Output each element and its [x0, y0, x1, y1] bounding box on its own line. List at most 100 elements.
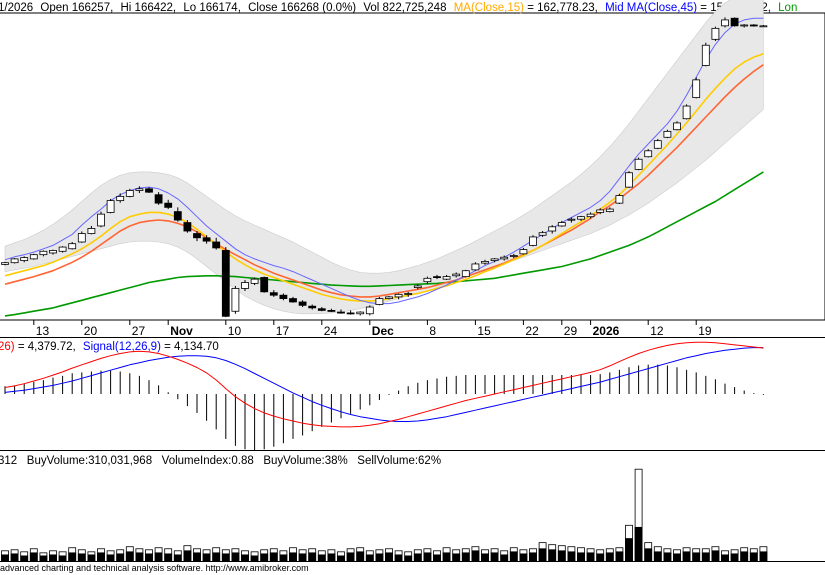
candle-body: [116, 195, 125, 202]
candle-body: [49, 250, 57, 254]
candle-body: [68, 243, 77, 250]
volume-sell-bar: [740, 551, 749, 562]
volume-bar: [346, 548, 355, 562]
volume-sell-bar: [433, 554, 441, 562]
ma-orange-line: [4, 64, 764, 298]
volume-bar: [721, 550, 729, 562]
volume-sell-bar: [279, 554, 288, 562]
x-tick-label: 15: [477, 324, 491, 338]
candle: [413, 284, 422, 290]
x-tick-label: 27: [132, 324, 146, 338]
candle-body: [567, 218, 576, 221]
volume-sell-bar: [221, 553, 230, 562]
candle-body: [58, 246, 67, 252]
candle: [97, 211, 105, 228]
volume-sell-bar: [183, 550, 192, 562]
volume-bar: [557, 545, 566, 562]
candle-body: [490, 258, 499, 261]
volume-bar: [49, 550, 57, 562]
candle-body: [260, 277, 269, 293]
volume-bar: [308, 548, 317, 562]
volume-sell-bar: [481, 553, 489, 562]
x-tick-label: 17: [276, 324, 290, 338]
volume-bar: [442, 547, 451, 562]
candle: [221, 247, 230, 318]
candle-body: [202, 237, 211, 242]
volume-sell-bar: [730, 553, 739, 562]
candle-body: [87, 228, 96, 234]
candle: [212, 237, 221, 250]
candle: [116, 193, 125, 203]
candle-body: [577, 216, 585, 220]
volume-sell-bar: [87, 554, 96, 562]
volume-bar: [653, 546, 662, 562]
candle-body: [356, 311, 365, 315]
volume-sell-bar: [452, 553, 461, 562]
candle: [490, 258, 499, 263]
candle-body: [39, 250, 48, 256]
header-lo: Lo 166174,: [183, 2, 241, 14]
candle: [173, 207, 182, 222]
volume-bar: [39, 552, 48, 562]
candle: [749, 24, 758, 27]
candle: [663, 129, 672, 139]
volume-bar: [577, 547, 585, 562]
candle: [721, 17, 729, 28]
candle: [509, 253, 518, 259]
candle: [1, 261, 9, 266]
volume-bar: [682, 547, 691, 562]
volume-bar: [461, 548, 470, 562]
volume-bar: [452, 549, 461, 562]
candle: [317, 307, 326, 312]
volume-sell-bar: [634, 526, 643, 562]
candle-body: [442, 276, 451, 280]
volume-bar: [193, 548, 201, 562]
header-open: Open 166257,: [40, 2, 113, 14]
volume-bar: [221, 549, 230, 562]
volume-bar: [548, 544, 557, 562]
volume-bar: [269, 548, 278, 562]
volume-bar: [644, 542, 653, 562]
candle: [250, 277, 259, 286]
volume-bar: [567, 546, 576, 562]
x-tick-label: 24: [324, 324, 338, 338]
candle: [461, 269, 470, 278]
candle: [231, 285, 240, 314]
header-vol: Vol 822,725,248: [363, 2, 446, 14]
candle: [740, 24, 749, 28]
candle: [356, 311, 365, 316]
volume-sell-bar: [231, 552, 240, 562]
candle-body: [605, 208, 614, 212]
volume-sell-bar: [557, 550, 566, 562]
volume-bar: [471, 546, 480, 562]
candle-body: [20, 257, 29, 261]
volume-sell-bar: [625, 538, 633, 562]
candle-body: [241, 282, 249, 289]
volume-bar: [116, 549, 125, 562]
volume-bar: [154, 547, 163, 562]
candle-body: [509, 255, 518, 257]
candle-body: [730, 17, 739, 27]
volume-bar: [250, 551, 259, 562]
volume-bar: [77, 549, 86, 562]
volume-bar: [586, 548, 595, 562]
macd-header-signal-value: = 4,134.70: [161, 341, 219, 353]
candle: [20, 256, 29, 263]
volume-bar: [29, 548, 38, 562]
volume-sell-bar: [68, 552, 77, 562]
volume-sell-bar: [413, 553, 422, 562]
volume-sell-bar: [663, 552, 672, 562]
volume-sell-bar: [308, 552, 317, 562]
candle-body: [394, 293, 403, 298]
volume-sell-bar: [577, 552, 585, 562]
volume-sell-bar: [759, 551, 768, 562]
candle-body: [337, 311, 345, 314]
volume-bar: [20, 551, 29, 562]
volume-sell-bar: [365, 554, 374, 562]
candle-body: [740, 24, 749, 27]
candle-body: [231, 288, 240, 312]
volume-bar: [289, 547, 297, 562]
macd-header-prefix: 26): [0, 341, 15, 353]
candle: [337, 309, 345, 314]
candle-body: [212, 241, 221, 249]
